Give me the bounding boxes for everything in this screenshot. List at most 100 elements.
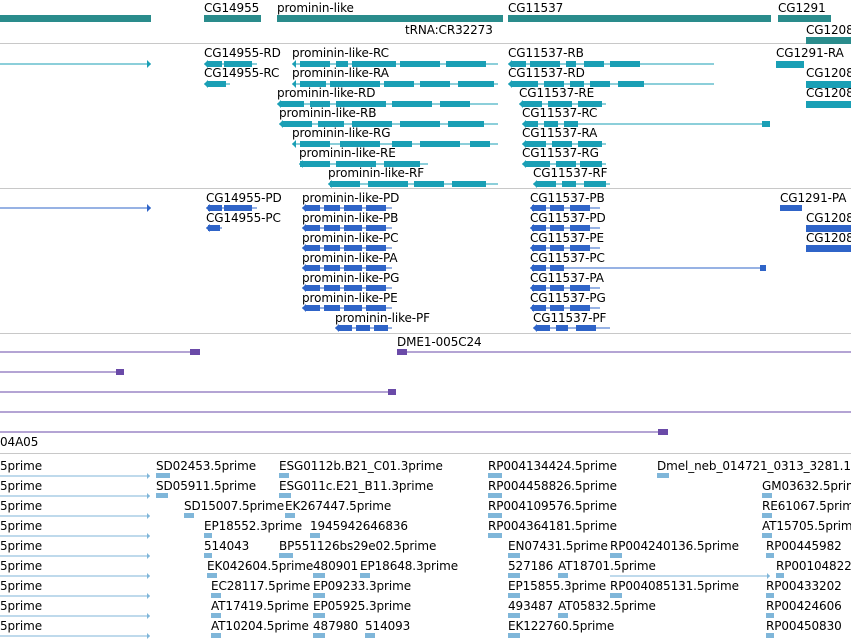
feature-block[interactable]: [532, 305, 546, 311]
feature-block[interactable]: [368, 181, 408, 187]
est-label[interactable]: RP004134424.5prime: [488, 459, 617, 473]
feature-block[interactable]: [392, 101, 432, 107]
est-block[interactable]: [766, 613, 774, 618]
est-block[interactable]: [508, 593, 520, 598]
feature-block[interactable]: [532, 285, 546, 291]
est-label[interactable]: RP00445982: [766, 539, 842, 553]
protein-label[interactable]: CG14955-PD: [206, 191, 282, 205]
est-block[interactable]: [766, 633, 774, 638]
feature-block[interactable]: [570, 225, 590, 231]
est-label[interactable]: EC28117.5prime: [211, 579, 311, 593]
est-block[interactable]: [610, 593, 622, 598]
protein-label[interactable]: prominin-like-PF: [335, 311, 430, 325]
est-label[interactable]: AT10204.5prime: [211, 619, 309, 633]
protein-label[interactable]: prominin-like-PD: [302, 191, 400, 205]
est-label[interactable]: EP09233.3prime: [313, 579, 411, 593]
feature-block[interactable]: [344, 305, 362, 311]
feature-block[interactable]: [584, 181, 606, 187]
protein-label[interactable]: prominin-like-PE: [302, 291, 398, 305]
feature-block[interactable]: [384, 81, 414, 87]
est-block[interactable]: [762, 533, 772, 538]
est-label[interactable]: AT18701.5prime: [558, 559, 656, 573]
feature-block[interactable]: [420, 141, 460, 147]
est-label[interactable]: SD05911.5prime: [156, 479, 257, 493]
est-block[interactable]: [204, 553, 212, 558]
feature-block[interactable]: [338, 325, 352, 331]
feature-block[interactable]: [570, 205, 590, 211]
est-label[interactable]: RP004240136.5prime: [610, 539, 739, 553]
feature-block[interactable]: [556, 161, 576, 167]
feature-block[interactable]: [570, 305, 590, 311]
feature-block[interactable]: [570, 81, 584, 87]
est-block[interactable]: [360, 573, 370, 578]
feature-block[interactable]: [512, 81, 538, 87]
feature-block[interactable]: [578, 141, 602, 147]
clone-end[interactable]: [397, 349, 407, 355]
est-block[interactable]: [558, 573, 568, 578]
protein-label[interactable]: CG11537-PA: [530, 271, 604, 285]
gene-bar[interactable]: [204, 15, 261, 22]
est-label[interactable]: RP00104822: [776, 559, 851, 573]
feature-block[interactable]: [780, 205, 802, 211]
protein-label[interactable]: CG14955-PC: [206, 211, 281, 225]
est-block[interactable]: [488, 533, 502, 538]
feature-block[interactable]: [366, 305, 386, 311]
feature-block[interactable]: [208, 81, 226, 87]
feature-block[interactable]: [536, 325, 550, 331]
est-label[interactable]: RE61067.5prime: [762, 499, 851, 513]
est-label[interactable]: RP004085131.5prime: [610, 579, 739, 593]
protein-label[interactable]: prominin-like-PC: [302, 231, 399, 245]
est-label[interactable]: RP004458826.5prime: [488, 479, 617, 493]
feature-block[interactable]: [414, 181, 444, 187]
feature-block[interactable]: [324, 205, 340, 211]
transcript-label[interactable]: CG11537-RC: [522, 106, 598, 120]
feature-block[interactable]: [366, 285, 386, 291]
protein-label[interactable]: prominin-like-PA: [302, 251, 398, 265]
clone-end[interactable]: [658, 429, 668, 435]
feature-block[interactable]: [458, 81, 494, 87]
transcript-label[interactable]: CG1208: [806, 86, 851, 100]
transcript-label[interactable]: CG1291-RA: [776, 46, 844, 60]
gene-bar[interactable]: [508, 15, 771, 22]
feature-block[interactable]: [532, 265, 546, 271]
est-block[interactable]: [508, 633, 520, 638]
est-label[interactable]: EK042604.5prime: [207, 559, 314, 573]
feature-block[interactable]: [544, 81, 564, 87]
feature-block[interactable]: [470, 141, 490, 147]
feature-block[interactable]: [566, 61, 576, 67]
est-label[interactable]: 480901: [313, 559, 359, 573]
feature-block[interactable]: [578, 101, 602, 107]
est-label[interactable]: 514093: [365, 619, 411, 633]
feature-block[interactable]: [530, 61, 560, 67]
feature-block[interactable]: [548, 101, 572, 107]
feature-block[interactable]: [806, 245, 851, 252]
est-label[interactable]: RP00424606: [766, 599, 842, 613]
feature-block[interactable]: [512, 61, 526, 67]
est-label[interactable]: 5prime: [0, 459, 42, 473]
feature-block[interactable]: [336, 61, 348, 67]
feature-block[interactable]: [576, 325, 596, 331]
est-block[interactable]: [211, 633, 221, 638]
gene-label[interactable]: CG14955: [204, 1, 260, 15]
est-block[interactable]: [558, 613, 568, 618]
feature-block[interactable]: [446, 61, 486, 67]
gene-bar[interactable]: [277, 15, 503, 22]
feature-block[interactable]: [300, 61, 330, 67]
feature-block[interactable]: [344, 225, 362, 231]
clone-end[interactable]: [190, 349, 200, 355]
est-block[interactable]: [776, 573, 784, 578]
feature-block[interactable]: [556, 325, 568, 331]
feature-block[interactable]: [224, 205, 252, 211]
feature-block[interactable]: [526, 161, 550, 167]
est-label[interactable]: 1945942646836: [310, 519, 408, 533]
protein-label[interactable]: CG1291-PA: [780, 191, 847, 205]
feature-block[interactable]: [306, 205, 320, 211]
transcript-label[interactable]: CG11537-RE: [519, 86, 595, 100]
est-label[interactable]: RP00450830: [766, 619, 842, 633]
feature-block[interactable]: [550, 245, 564, 251]
est-label[interactable]: 5prime: [0, 559, 42, 573]
protein-label[interactable]: CG1208: [806, 211, 851, 225]
clone-end[interactable]: [116, 369, 124, 375]
est-label[interactable]: ESG0112b.B21_C01.3prime: [279, 459, 443, 473]
est-label[interactable]: BP551126bs29e02.5prime: [279, 539, 437, 553]
